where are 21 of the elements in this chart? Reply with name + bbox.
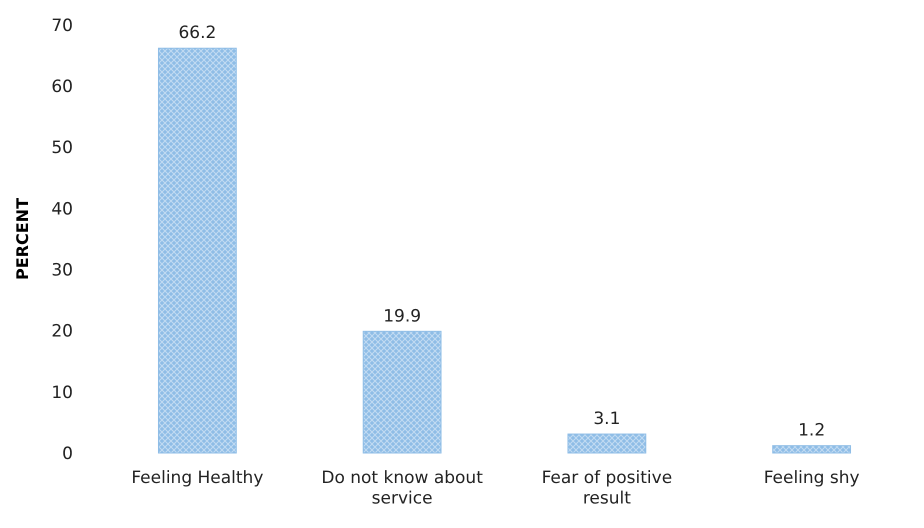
y-tick-label: 60 (51, 77, 73, 98)
x-tick-label: Fear of positive result (542, 468, 672, 508)
x-tick-label: Feeling Healthy (131, 468, 264, 488)
data-label: 19.9 (383, 306, 422, 326)
bar (362, 330, 442, 454)
y-tick-label: 70 (51, 16, 73, 36)
y-tick-label: 40 (51, 199, 73, 220)
data-label: 66.2 (178, 23, 216, 44)
data-label: 3.1 (593, 409, 620, 430)
y-tick-label: 0 (62, 444, 73, 464)
y-tick-label: 30 (51, 260, 73, 281)
y-tick-label: 50 (51, 138, 73, 158)
x-tick-label: Do not know about service (321, 468, 484, 508)
y-tick-label: 20 (51, 322, 73, 342)
y-tick-label: 10 (51, 382, 73, 403)
data-label: 1.2 (798, 420, 826, 441)
bar (567, 434, 646, 454)
bar (772, 445, 852, 454)
bar (158, 48, 237, 454)
y-axis-title: PERCENT (13, 198, 32, 280)
x-tick-label: Feeling shy (764, 468, 860, 488)
